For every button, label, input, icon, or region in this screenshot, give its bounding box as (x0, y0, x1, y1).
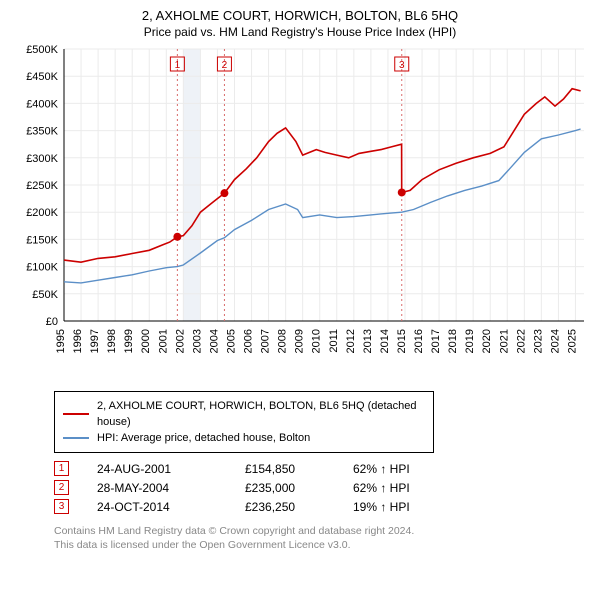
footer-line1: Contains HM Land Registry data © Crown c… (54, 524, 574, 538)
legend-label: 2, AXHOLME COURT, HORWICH, BOLTON, BL6 5… (97, 398, 425, 430)
y-tick-label: £300K (26, 153, 58, 165)
x-tick-label: 2004 (208, 329, 220, 353)
x-tick-label: 1998 (106, 329, 118, 353)
sale-row: 2 28-MAY-2004 £235,000 62% ↑ HPI (54, 480, 590, 495)
x-tick-label: 2003 (191, 329, 203, 353)
legend-swatch (63, 437, 89, 439)
y-tick-label: £400K (26, 98, 58, 110)
sales-table: 1 24-AUG-2001 £154,850 62% ↑ HPI 2 28-MAY-200… (10, 461, 590, 514)
x-tick-label: 2016 (413, 329, 425, 353)
y-tick-label: £350K (26, 126, 58, 138)
y-tick-label: £250K (26, 180, 58, 192)
x-tick-label: 2013 (362, 329, 374, 353)
x-tick-label: 2022 (515, 329, 527, 353)
sale-row-price: £235,000 (245, 481, 325, 495)
x-tick-label: 2017 (430, 329, 442, 353)
legend-row: 2, AXHOLME COURT, HORWICH, BOLTON, BL6 5… (63, 398, 425, 430)
x-tick-label: 2002 (174, 329, 186, 353)
x-tick-label: 2010 (311, 329, 323, 353)
sale-row: 1 24-AUG-2001 £154,850 62% ↑ HPI (54, 461, 590, 476)
x-tick-label: 2007 (260, 329, 272, 353)
sale-row-date: 24-AUG-2001 (97, 462, 217, 476)
y-tick-label: £450K (26, 71, 58, 83)
x-tick-label: 2000 (140, 329, 152, 353)
footer-attribution: Contains HM Land Registry data © Crown c… (54, 524, 574, 552)
x-tick-label: 2006 (243, 329, 255, 353)
sale-row-hpi: 62% ↑ HPI (353, 462, 443, 476)
x-tick-label: 1999 (123, 329, 135, 353)
legend-row: HPI: Average price, detached house, Bolt… (63, 430, 425, 446)
x-tick-label: 2025 (566, 329, 578, 353)
sale-dot (398, 188, 406, 196)
sale-marker-number: 2 (222, 60, 228, 71)
x-tick-label: 1997 (89, 329, 101, 353)
sale-row-price: £236,250 (245, 500, 325, 514)
x-tick-label: 2024 (549, 329, 561, 353)
y-tick-label: £150K (26, 234, 58, 246)
y-tick-label: £500K (26, 45, 58, 56)
legend-swatch (63, 413, 89, 415)
y-tick-label: £0 (46, 316, 58, 328)
x-tick-label: 2008 (277, 329, 289, 353)
x-tick-label: 2015 (396, 329, 408, 353)
sale-dot (173, 233, 181, 241)
x-tick-label: 2009 (294, 329, 306, 353)
sale-row-hpi: 62% ↑ HPI (353, 481, 443, 495)
sale-row-marker: 2 (54, 480, 69, 495)
sale-marker-number: 3 (399, 60, 405, 71)
x-tick-label: 2012 (345, 329, 357, 353)
x-tick-label: 2014 (379, 329, 391, 353)
sale-row-marker: 1 (54, 461, 69, 476)
x-tick-label: 2020 (481, 329, 493, 353)
sale-row-date: 24-OCT-2014 (97, 500, 217, 514)
legend-label: HPI: Average price, detached house, Bolt… (97, 430, 310, 446)
sale-marker-number: 1 (175, 60, 181, 71)
x-tick-label: 2011 (328, 329, 340, 353)
footer-line2: This data is licensed under the Open Gov… (54, 538, 574, 552)
sale-row-marker: 3 (54, 499, 69, 514)
chart-svg: £0 £50K £100K £150K £200K £250K £300K £350K £400… (10, 45, 590, 385)
sale-row-price: £154,850 (245, 462, 325, 476)
page-subtitle: Price paid vs. HM Land Registry's House … (10, 25, 590, 39)
x-tick-label: 2005 (225, 329, 237, 353)
price-chart: £0 £50K £100K £150K £200K £250K £300K £350K £400… (10, 45, 590, 385)
x-tick-label: 2018 (447, 329, 459, 353)
y-tick-label: £50K (32, 289, 58, 301)
y-tick-label: £100K (26, 262, 58, 274)
sale-dot (220, 189, 228, 197)
page-title: 2, AXHOLME COURT, HORWICH, BOLTON, BL6 5… (10, 8, 590, 23)
sale-row: 3 24-OCT-2014 £236,250 19% ↑ HPI (54, 499, 590, 514)
x-tick-label: 2023 (532, 329, 544, 353)
x-tick-label: 2021 (498, 329, 510, 353)
x-tick-label: 1996 (72, 329, 84, 353)
chart-legend: 2, AXHOLME COURT, HORWICH, BOLTON, BL6 5… (54, 391, 434, 453)
x-tick-label: 1995 (55, 329, 67, 353)
sale-row-date: 28-MAY-2004 (97, 481, 217, 495)
x-tick-label: 2019 (464, 329, 476, 353)
x-tick-label: 2001 (157, 329, 169, 353)
y-tick-label: £200K (26, 207, 58, 219)
sale-row-hpi: 19% ↑ HPI (353, 500, 443, 514)
